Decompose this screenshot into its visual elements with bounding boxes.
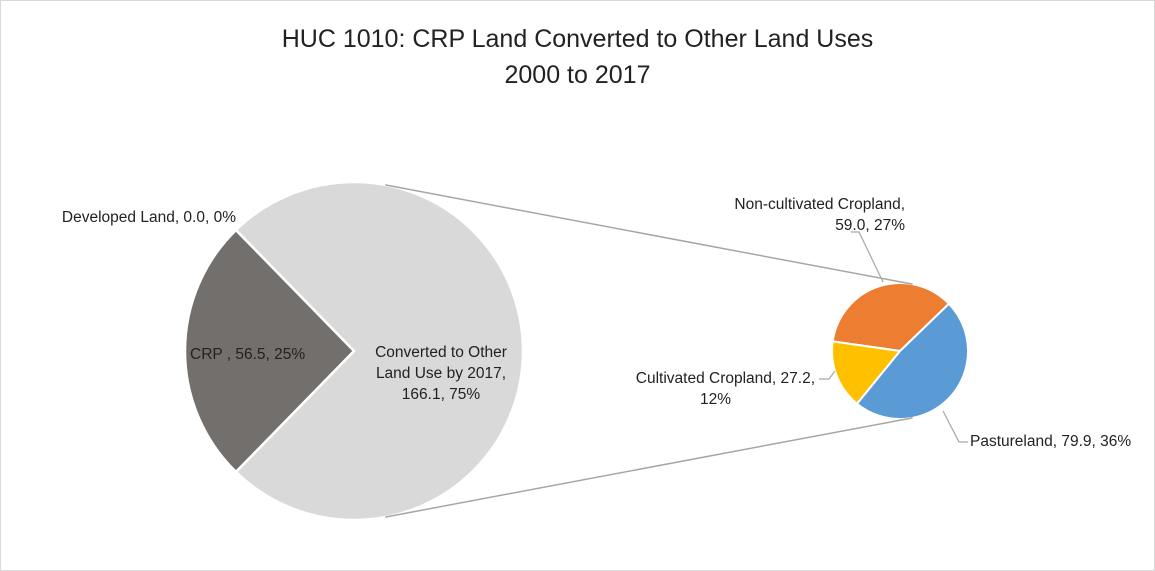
- label-noncultivated-cropland: Non-cultivated Cropland, 59.0, 27%: [691, 194, 905, 236]
- chart-title-line2: 2000 to 2017: [504, 61, 651, 89]
- connector-line-top: [385, 184, 913, 285]
- label-pastureland: Pastureland, 79.9, 36%: [970, 431, 1131, 452]
- label-cultivated-line2: 12%: [699, 391, 731, 408]
- chart-title-line1: HUC 1010: CRP Land Converted to Other La…: [281, 25, 874, 53]
- label-converted-line1: Converted to Other: [375, 344, 507, 361]
- label-converted-line2: Land Use by 2017,: [375, 365, 507, 382]
- slice-crp: [183, 228, 356, 474]
- label-crp: CRP , 56.5, 25%: [190, 344, 305, 365]
- slice-converted-to-other-land-use-by-2017: [234, 180, 525, 522]
- label-crp-text: CRP , 56.5, 25%: [190, 346, 306, 363]
- label-noncultivated-line1: Non-cultivated Cropland,: [734, 196, 905, 213]
- label-converted-line3: 166.1, 75%: [401, 386, 481, 403]
- slice-cultivated-cropland: [831, 340, 902, 406]
- slice-non-cultivated-cropland: [831, 282, 951, 353]
- leader-line-noncultivated-cropland: [851, 231, 884, 283]
- chart-title: HUC 1010: CRP Land Converted to Other La…: [1, 21, 1154, 93]
- label-developed-land-text: Developed Land, 0.0, 0%: [61, 209, 236, 226]
- label-cultivated-cropland: Cultivated Cropland, 27.2, 12%: [597, 368, 815, 410]
- label-converted: Converted to Other Land Use by 2017, 166…: [356, 342, 526, 405]
- leader-line-pastureland: [942, 410, 968, 443]
- connector-line-bottom: [385, 417, 913, 518]
- leader-line-cultivated-cropland: [819, 370, 836, 380]
- label-noncultivated-line2: 59.0, 27%: [835, 217, 905, 234]
- label-developed-land: Developed Land, 0.0, 0%: [31, 207, 236, 228]
- label-pastureland-text: Pastureland, 79.9, 36%: [970, 433, 1132, 450]
- slice-pastureland: [855, 302, 969, 421]
- label-cultivated-line1: Cultivated Cropland, 27.2,: [635, 370, 815, 387]
